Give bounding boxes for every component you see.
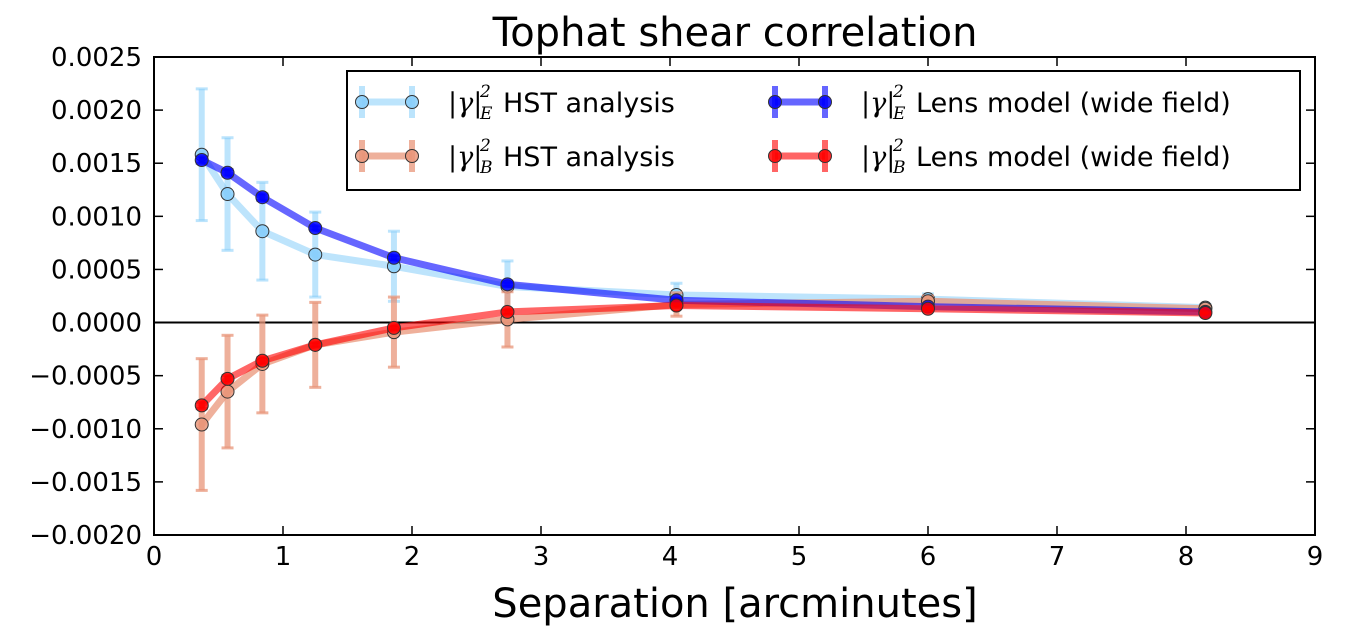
legend-label: HST analysis — [503, 142, 675, 173]
y-tick-label: 0.0025 — [51, 43, 142, 73]
data-point — [669, 298, 684, 313]
x-tick-label: 7 — [1049, 542, 1066, 572]
legend-subscript: E — [892, 104, 906, 124]
plot-frame — [153, 56, 1316, 536]
legend-subscript: B — [892, 158, 906, 178]
y-tick-label: 0.0020 — [51, 96, 142, 126]
legend-subscript: E — [479, 104, 493, 124]
data-point — [255, 190, 270, 205]
legend-math-symbol: |γ| — [861, 142, 895, 173]
legend-marker — [818, 95, 832, 109]
legend-entry-0: |γ|2E HST analysis — [355, 82, 675, 124]
y-tick-label: −0.0015 — [29, 468, 142, 498]
y-tick-label: −0.0010 — [29, 415, 142, 445]
data-point — [220, 165, 235, 180]
data-point — [308, 247, 323, 262]
legend-marker — [405, 95, 419, 109]
plot-area — [154, 87, 1315, 492]
data-point — [220, 371, 235, 386]
x-tick-label: 0 — [146, 542, 163, 572]
legend-entry-1: |γ|2B HST analysis — [355, 136, 675, 178]
series-line — [198, 297, 1209, 429]
legend-marker — [405, 149, 419, 163]
data-point — [386, 320, 401, 335]
y-tick-label: 0.0010 — [51, 202, 142, 232]
legend-subscript: B — [479, 158, 493, 178]
data-point — [500, 277, 515, 292]
chart-title: Tophat shear correlation — [492, 10, 978, 56]
y-tick-label: 0.0015 — [51, 149, 142, 179]
series-line — [198, 302, 1209, 409]
y-tick-label: −0.0020 — [29, 521, 142, 551]
legend-superscript: 2 — [892, 82, 904, 102]
data-point — [921, 301, 935, 316]
x-tick-label: 3 — [533, 542, 550, 572]
series-1 — [194, 290, 1213, 492]
legend-superscript: 2 — [479, 136, 491, 156]
x-tick-label: 6 — [920, 542, 937, 572]
legend-entry-3: |γ|2B Lens model (wide field) — [768, 136, 1231, 178]
y-tick-label: 0.0000 — [51, 309, 142, 339]
legend-marker — [355, 95, 369, 109]
data-point — [194, 417, 209, 432]
x-tick-label: 1 — [275, 542, 292, 572]
data-point — [255, 224, 270, 239]
series-3 — [194, 298, 1213, 413]
legend-label: Lens model (wide field) — [916, 142, 1231, 173]
legend-superscript: 2 — [892, 136, 904, 156]
legend-label: HST analysis — [503, 88, 675, 119]
legend: |γ|2E HST analysis|γ|2B HST analysis|γ|2E L… — [346, 70, 1301, 191]
data-point — [500, 304, 515, 319]
x-axis-label: Separation [arcminutes] — [492, 581, 977, 627]
legend-math-symbol: |γ| — [448, 142, 482, 173]
y-tick-label: −0.0005 — [29, 362, 142, 392]
x-tick-label: 4 — [662, 542, 679, 572]
legend-math-symbol: |γ| — [448, 88, 482, 119]
x-tick-label: 9 — [1307, 542, 1324, 572]
y-tick-label: 0.0005 — [51, 255, 142, 285]
data-point — [308, 337, 323, 352]
legend-marker — [818, 149, 832, 163]
legend-math-symbol: |γ| — [861, 88, 895, 119]
data-point — [1198, 305, 1213, 320]
legend-marker — [355, 149, 369, 163]
legend-marker — [768, 95, 782, 109]
axis-ticks: 0 1 2 3 4 5 6 7 8 9 −0.0020 −0.0015 −0.0010 −0.0005 0.… — [29, 43, 1323, 572]
legend-superscript: 2 — [479, 82, 491, 102]
legend-entry-2: |γ|2E Lens model (wide field) — [768, 82, 1231, 124]
data-point — [220, 187, 235, 202]
data-point — [308, 221, 323, 236]
data-point — [194, 153, 209, 168]
legend-label: Lens model (wide field) — [916, 88, 1231, 119]
data-point — [194, 398, 209, 413]
x-tick-label: 8 — [1178, 542, 1195, 572]
legend-marker — [768, 149, 782, 163]
data-point — [386, 250, 401, 265]
data-point — [255, 353, 270, 368]
x-tick-label: 2 — [404, 542, 421, 572]
x-tick-label: 5 — [791, 542, 808, 572]
